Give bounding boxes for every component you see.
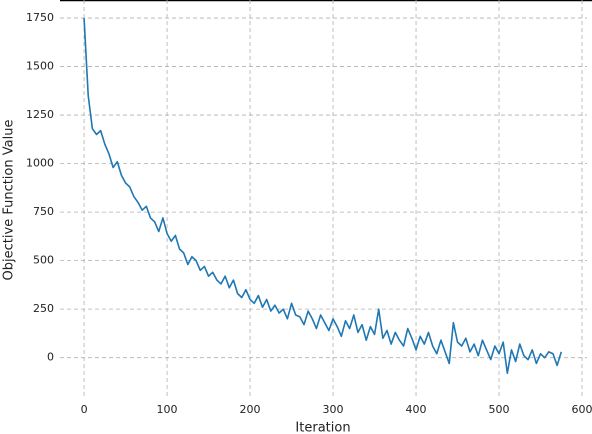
x-tick-label: 500: [489, 403, 510, 416]
x-tick-label: 600: [572, 403, 592, 416]
y-tick-label: 500: [33, 254, 54, 267]
y-tick-label: 250: [33, 302, 54, 315]
y-tick-label: 1250: [26, 108, 54, 121]
y-tick-label: 1500: [26, 60, 54, 73]
x-tick-label: 100: [157, 403, 178, 416]
x-tick-label: 300: [323, 403, 344, 416]
x-tick-label: 200: [240, 403, 261, 416]
x-tick-label: 400: [406, 403, 427, 416]
y-tick-label: 750: [33, 205, 54, 218]
y-axis-label: Objective Function Value: [2, 120, 17, 281]
data-line: [83, 18, 563, 374]
x-axis-label: Iteration: [295, 421, 350, 434]
y-tick-label: 1750: [26, 11, 54, 24]
y-tick-label: 0: [47, 351, 54, 364]
x-tick-label: 0: [81, 403, 88, 416]
y-tick-label: 1000: [26, 157, 54, 170]
